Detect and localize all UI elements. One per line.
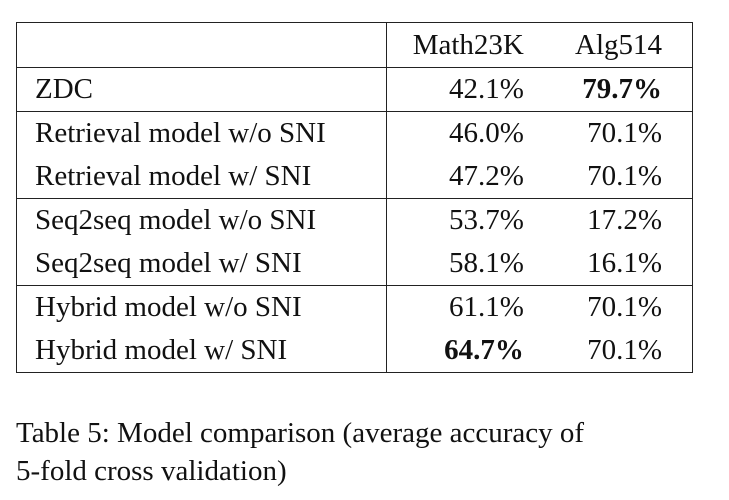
caption-line-2: 5-fold cross validation) bbox=[16, 455, 287, 487]
model-comparison-table: Math23K Alg514 ZDC 42.1% 79.7% Retrieval… bbox=[16, 22, 693, 373]
header-math23k: Math23K bbox=[385, 22, 534, 68]
header-alg514: Alg514 bbox=[533, 22, 693, 68]
table-row: Hybrid model w/o SNI 61.1% 70.1% bbox=[16, 285, 693, 329]
row-alg514-value: 70.1% bbox=[533, 329, 693, 373]
row-math23k-value: 53.7% bbox=[385, 198, 534, 242]
table-row: Seq2seq model w/o SNI 53.7% 17.2% bbox=[16, 198, 693, 242]
table-row: Seq2seq model w/ SNI 58.1% 16.1% bbox=[16, 242, 693, 286]
row-math23k-value: 42.1% bbox=[385, 67, 534, 112]
table-row: ZDC 42.1% 79.7% bbox=[16, 67, 693, 112]
row-model-name: Seq2seq model w/o SNI bbox=[16, 198, 387, 242]
row-math23k-value: 64.7% bbox=[385, 329, 534, 373]
row-alg514-value: 79.7% bbox=[533, 67, 693, 112]
results-table-container: Math23K Alg514 ZDC 42.1% 79.7% Retrieval… bbox=[16, 22, 693, 373]
row-math23k-value: 61.1% bbox=[385, 285, 534, 329]
header-model bbox=[16, 22, 387, 68]
table-row: Retrieval model w/ SNI 47.2% 70.1% bbox=[16, 155, 693, 199]
row-alg514-value: 70.1% bbox=[533, 285, 693, 329]
row-alg514-value: 70.1% bbox=[533, 155, 693, 199]
row-math23k-value: 47.2% bbox=[385, 155, 534, 199]
table-row: Retrieval model w/o SNI 46.0% 70.1% bbox=[16, 111, 693, 155]
row-model-name: Retrieval model w/o SNI bbox=[16, 111, 387, 155]
table-caption: Table 5: Model comparison (average accur… bbox=[16, 414, 706, 490]
row-model-name: Seq2seq model w/ SNI bbox=[16, 242, 387, 286]
row-model-name: Hybrid model w/o SNI bbox=[16, 285, 387, 329]
row-model-name: Hybrid model w/ SNI bbox=[16, 329, 387, 373]
caption-line-1: Table 5: Model comparison (average accur… bbox=[16, 417, 585, 449]
table-header-row: Math23K Alg514 bbox=[16, 22, 693, 68]
row-alg514-value: 70.1% bbox=[533, 111, 693, 155]
row-math23k-value: 46.0% bbox=[385, 111, 534, 155]
row-model-name: Retrieval model w/ SNI bbox=[16, 155, 387, 199]
table-row: Hybrid model w/ SNI 64.7% 70.1% bbox=[16, 329, 693, 373]
row-alg514-value: 16.1% bbox=[533, 242, 693, 286]
row-model-name: ZDC bbox=[16, 67, 387, 112]
row-alg514-value: 17.2% bbox=[533, 198, 693, 242]
row-math23k-value: 58.1% bbox=[385, 242, 534, 286]
